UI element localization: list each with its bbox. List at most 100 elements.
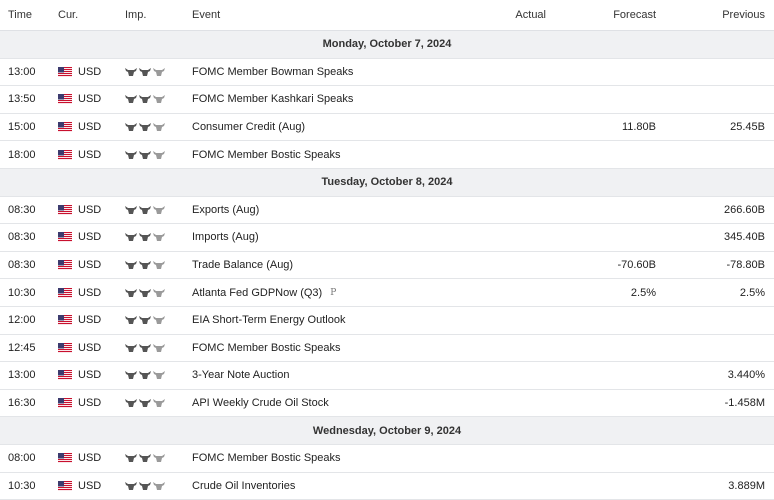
event-name: Crude Oil Inventories	[192, 479, 296, 492]
event: Trade Balance (Aug)	[192, 252, 293, 279]
us-flag	[58, 260, 72, 271]
currency: USD	[78, 65, 102, 78]
flag	[58, 114, 72, 141]
importance	[125, 197, 165, 224]
event: 3-Year Note Auction	[192, 362, 289, 389]
currency: USD	[78, 369, 102, 382]
time: 08:30	[8, 231, 36, 244]
us-flag	[58, 287, 72, 298]
importance-icons	[125, 150, 165, 159]
flag	[58, 390, 72, 417]
event: FOMC Member Kashkari Speaks	[192, 86, 353, 113]
event-row: 16:30 USD API Weekly Crude Oil Stock -1.458…	[0, 390, 774, 418]
us-flag	[58, 398, 72, 409]
date-label: Tuesday, October 8, 2024	[321, 176, 453, 189]
us-flag	[58, 370, 72, 381]
flag	[58, 473, 72, 500]
header-event: Event	[192, 9, 221, 21]
importance-icons	[125, 399, 165, 408]
event-name: Atlanta Fed GDPNow (Q3)	[192, 286, 323, 299]
importance	[125, 141, 165, 168]
importance-icons	[125, 205, 165, 214]
importance-icons	[125, 481, 165, 490]
flag	[58, 335, 72, 362]
date-row: Tuesday, October 8, 2024	[0, 169, 774, 197]
importance	[125, 252, 165, 279]
us-flag	[58, 453, 72, 464]
time: 12:45	[8, 341, 36, 354]
event-name: Trade Balance (Aug)	[192, 259, 294, 272]
importance-icons	[125, 95, 165, 104]
event-name: Exports (Aug)	[192, 203, 260, 216]
importance	[125, 224, 165, 251]
event: FOMC Member Bostic Speaks	[192, 335, 341, 362]
importance	[125, 362, 165, 389]
header-importance: Imp.	[125, 9, 147, 21]
event-name: FOMC Member Kashkari Speaks	[192, 93, 354, 106]
preliminary-badge: P	[330, 287, 337, 298]
event-row: 10:30 USD Atlanta Fed GDPNow (Q3) P 2.5% 2.5%	[0, 279, 774, 307]
us-flag	[58, 315, 72, 326]
flag	[58, 362, 72, 389]
previous: 345.40B	[724, 231, 765, 244]
us-flag	[58, 204, 72, 215]
previous: 25.45B	[730, 121, 765, 134]
header-currency: Cur.	[58, 9, 79, 21]
us-flag	[58, 94, 72, 105]
previous: -1.458M	[724, 397, 765, 410]
event: API Weekly Crude Oil Stock	[192, 390, 329, 417]
importance	[125, 307, 165, 334]
importance	[125, 114, 165, 141]
event: Crude Oil Inventories	[192, 473, 295, 500]
time: 18:00	[8, 148, 36, 161]
time: 12:00	[8, 314, 36, 327]
importance	[125, 59, 165, 86]
importance	[125, 335, 165, 362]
event: FOMC Member Bowman Speaks	[192, 59, 353, 86]
time: 08:00	[8, 452, 36, 465]
importance	[125, 86, 165, 113]
currency: USD	[78, 203, 102, 216]
forecast: -70.60B	[617, 259, 656, 272]
time: 13:50	[8, 93, 36, 106]
event: Atlanta Fed GDPNow (Q3) P	[192, 279, 336, 306]
forecast: 11.80B	[621, 121, 656, 134]
currency: USD	[78, 479, 102, 492]
event-row: 08:30 USD Exports (Aug) 266.60B	[0, 197, 774, 225]
time: 10:30	[8, 286, 36, 299]
currency: USD	[78, 341, 102, 354]
currency: USD	[78, 121, 102, 134]
event: Imports (Aug)	[192, 224, 259, 251]
previous: 266.60B	[724, 203, 765, 216]
importance-icons	[125, 123, 165, 132]
table-header: Time Cur. Imp. Event Actual Forecast Pre…	[0, 0, 774, 31]
event-name: Consumer Credit (Aug)	[192, 121, 306, 134]
importance-icons	[125, 261, 165, 270]
event-row: 08:30 USD Imports (Aug) 345.40B	[0, 224, 774, 252]
time: 13:00	[8, 65, 36, 78]
event-name: API Weekly Crude Oil Stock	[192, 397, 329, 410]
us-flag	[58, 122, 72, 133]
previous: 2.5%	[739, 286, 765, 299]
flag	[58, 224, 72, 251]
previous: 3.440%	[727, 369, 765, 382]
event-row: 18:00 USD FOMC Member Bostic Speaks	[0, 141, 774, 169]
importance-icons	[125, 371, 165, 380]
importance	[125, 279, 165, 306]
event: FOMC Member Bostic Speaks	[192, 141, 341, 168]
event-name: EIA Short-Term Energy Outlook	[192, 314, 346, 327]
currency: USD	[78, 314, 102, 327]
currency: USD	[78, 452, 102, 465]
event-name: FOMC Member Bowman Speaks	[192, 65, 354, 78]
event-row: 13:00 USD FOMC Member Bowman Speaks	[0, 59, 774, 87]
time: 08:30	[8, 259, 36, 272]
time: 15:00	[8, 121, 36, 134]
date-label: Wednesday, October 9, 2024	[312, 424, 462, 437]
currency: USD	[78, 148, 102, 161]
us-flag	[58, 66, 72, 77]
importance-icons	[125, 316, 165, 325]
event: FOMC Member Bostic Speaks	[192, 445, 341, 472]
header-forecast: Forecast	[613, 9, 656, 21]
event: Exports (Aug)	[192, 197, 259, 224]
